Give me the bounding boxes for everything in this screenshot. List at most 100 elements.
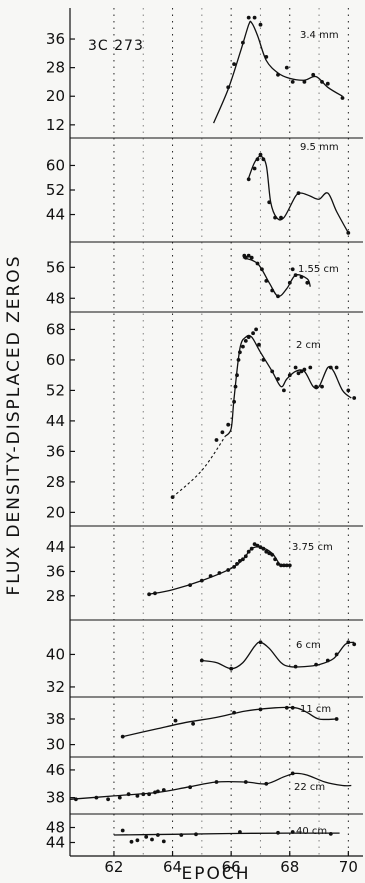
y-tick-label-9-5-mm: 44 bbox=[46, 206, 65, 224]
data-point-3-75-cm bbox=[188, 583, 193, 587]
y-tick-label-2-cm: 60 bbox=[46, 351, 65, 369]
data-point-2-cm bbox=[270, 369, 275, 374]
data-point-22-cm bbox=[264, 781, 269, 786]
data-point-2-cm bbox=[238, 350, 242, 355]
series-line-6-cm bbox=[201, 641, 355, 670]
data-point-9-5-mm bbox=[255, 157, 260, 162]
data-point-1-55-cm bbox=[264, 279, 269, 283]
data-point-3-75-cm bbox=[243, 554, 248, 559]
data-point-11-cm bbox=[120, 734, 125, 739]
y-tick-label-40-cm: 44 bbox=[46, 834, 65, 852]
y-tick-label-2-cm: 36 bbox=[46, 442, 65, 460]
y-tick-label-11-cm: 30 bbox=[46, 736, 65, 754]
data-point-2-cm bbox=[254, 327, 258, 332]
data-point-40-cm bbox=[179, 833, 184, 837]
y-tick-label-1-55-cm: 48 bbox=[46, 289, 65, 307]
frame-layer bbox=[69, 8, 363, 857]
data-point-3-75-cm bbox=[261, 546, 266, 551]
data-point-1-55-cm bbox=[246, 253, 251, 258]
y-tick-label-3-4-mm: 12 bbox=[46, 116, 65, 134]
data-point-3-75-cm bbox=[226, 568, 231, 572]
data-point-3-75-cm bbox=[217, 571, 222, 575]
data-point-2-cm bbox=[226, 422, 231, 427]
data-point-40-cm bbox=[120, 828, 125, 833]
data-point-22-cm bbox=[161, 788, 166, 792]
data-point-22-cm bbox=[243, 780, 248, 784]
data-point-9-5-mm bbox=[261, 157, 266, 162]
data-point-9-5-mm bbox=[252, 166, 257, 171]
data-point-9-5-mm bbox=[246, 177, 251, 182]
data-point-2-cm bbox=[314, 384, 318, 389]
data-point-2-cm bbox=[251, 331, 256, 336]
data-point-2-cm bbox=[235, 373, 239, 378]
data-point-2-cm bbox=[236, 358, 241, 362]
x-axis-title: EPOCH bbox=[181, 864, 250, 883]
data-point-6-cm bbox=[229, 666, 234, 671]
data-point-2-cm bbox=[257, 342, 261, 347]
data-point-1-55-cm bbox=[305, 280, 310, 285]
data-point-2-cm bbox=[293, 365, 298, 370]
series-line-2-cm bbox=[224, 334, 352, 437]
data-point-11-cm bbox=[290, 705, 295, 710]
data-point-3-75-cm bbox=[267, 551, 272, 556]
y-tick-label-3-75-cm: 36 bbox=[46, 562, 65, 580]
data-point-3-4-mm bbox=[241, 40, 245, 45]
data-point-2-cm bbox=[320, 384, 324, 389]
y-tick-label-6-cm: 40 bbox=[46, 645, 65, 663]
data-point-3-75-cm bbox=[249, 546, 254, 551]
data-point-2-cm bbox=[346, 388, 351, 393]
data-point-3-75-cm bbox=[284, 563, 289, 568]
data-point-2-cm bbox=[220, 430, 225, 435]
data-point-2-cm bbox=[299, 369, 304, 374]
data-point-40-cm bbox=[194, 832, 198, 837]
data-point-2-cm bbox=[282, 388, 286, 393]
data-point-3-75-cm bbox=[252, 542, 257, 546]
data-point-3-4-mm bbox=[325, 81, 330, 86]
data-point-3-75-cm bbox=[282, 563, 286, 568]
data-point-22-cm bbox=[117, 795, 122, 800]
data-point-3-4-mm bbox=[252, 15, 257, 20]
data-point-3-75-cm bbox=[255, 543, 260, 548]
data-point-3-4-mm bbox=[302, 80, 307, 84]
data-point-3-4-mm bbox=[264, 55, 269, 59]
data-point-1-55-cm bbox=[293, 273, 298, 277]
data-point-2-cm bbox=[334, 365, 339, 370]
panel-label-1-55-cm: 1.55 cm bbox=[298, 264, 339, 275]
label-layer: 12 20 28 36 3.4 mm 44 52 60 9.5 mm 48 56 1.55 cm 20 2… bbox=[4, 30, 358, 883]
data-point-6-cm bbox=[258, 640, 263, 645]
data-point-2-cm bbox=[243, 339, 248, 343]
panel-label-22-cm: 22 cm bbox=[294, 782, 325, 793]
y-tick-label-22-cm: 46 bbox=[46, 761, 65, 779]
panel-label-6-cm: 6 cm bbox=[296, 640, 321, 651]
grid-layer bbox=[113, 8, 349, 856]
data-layer bbox=[69, 15, 357, 844]
y-tick-label-9-5-mm: 60 bbox=[46, 156, 65, 174]
data-point-2-cm bbox=[232, 399, 237, 404]
y-tick-label-2-cm: 52 bbox=[46, 381, 65, 399]
data-point-1-55-cm bbox=[287, 280, 292, 285]
data-point-1-55-cm bbox=[249, 255, 254, 260]
data-point-2-cm bbox=[233, 384, 238, 389]
data-point-3-75-cm bbox=[270, 552, 275, 557]
data-point-22-cm bbox=[94, 795, 99, 800]
data-point-1-55-cm bbox=[270, 288, 275, 293]
data-point-9-5-mm bbox=[346, 231, 351, 235]
y-tick-label-3-4-mm: 28 bbox=[46, 59, 65, 77]
y-tick-label-6-cm: 32 bbox=[46, 678, 65, 696]
series-line-3-4-mm bbox=[213, 20, 343, 124]
data-point-2-cm bbox=[241, 344, 245, 349]
panel-label-9-5-mm: 9.5 mm bbox=[300, 142, 339, 153]
data-point-3-75-cm bbox=[153, 591, 157, 596]
data-point-6-cm bbox=[325, 658, 330, 663]
y-tick-label-3-75-cm: 44 bbox=[46, 538, 65, 556]
data-point-3-75-cm bbox=[246, 549, 251, 554]
y-tick-label-3-75-cm: 28 bbox=[46, 587, 65, 605]
data-point-3-4-mm bbox=[246, 15, 251, 20]
data-point-40-cm bbox=[135, 838, 140, 843]
data-point-3-4-mm bbox=[290, 80, 295, 84]
data-point-3-75-cm bbox=[238, 559, 242, 563]
data-point-3-75-cm bbox=[147, 592, 152, 597]
series-line-2-cm-dashed bbox=[172, 435, 226, 498]
